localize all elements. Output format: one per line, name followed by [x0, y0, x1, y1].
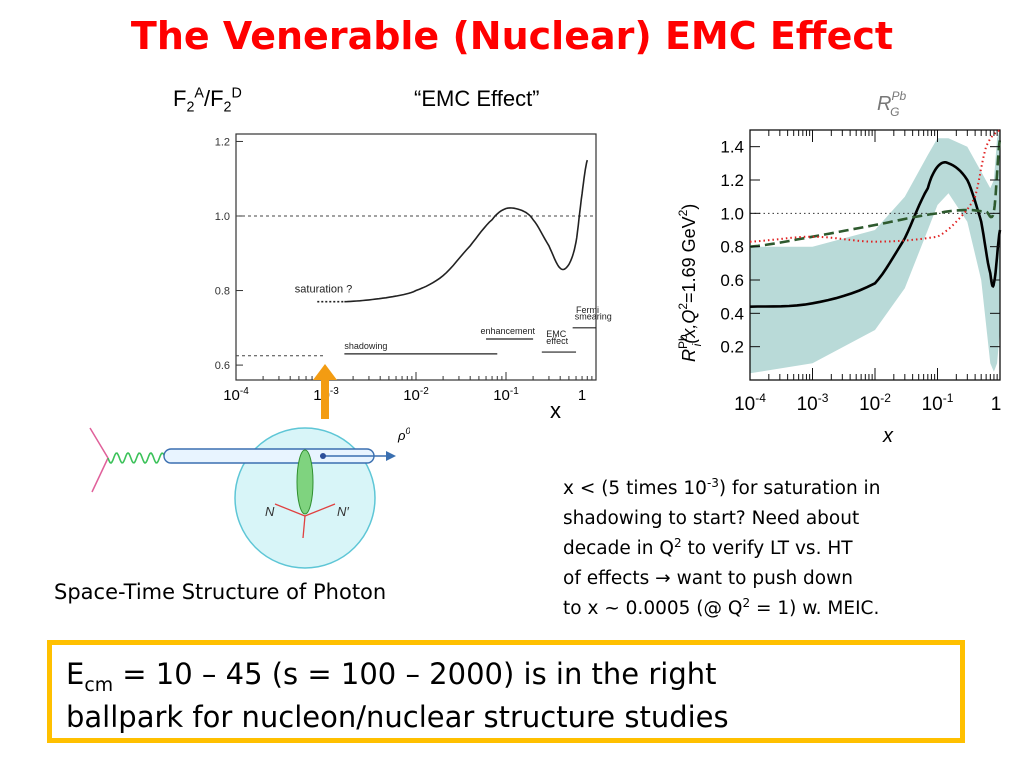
emc-effect-label: “EMC Effect”	[414, 86, 540, 111]
ratio-label: F2A/F2D	[173, 85, 242, 116]
photon-structure-diagram: ρ0 N N′	[89, 426, 410, 569]
photon-caption: Space-Time Structure of Photon	[54, 580, 387, 604]
orange-arrow-icon	[313, 364, 337, 419]
fermi-label-2: smearing	[575, 312, 612, 322]
series-dotted-red	[749, 129, 1001, 243]
uncertainty-band	[750, 130, 1000, 374]
emc-label-2: effect	[546, 336, 568, 346]
slide-title: The Venerable (Nuclear) EMC Effect	[130, 14, 894, 58]
left-y-tick-label: 1.2	[215, 136, 230, 148]
right-y-tick-label: 0.2	[720, 338, 744, 357]
emc-label-1: EMC	[546, 329, 567, 339]
nprime-label: N′	[337, 504, 349, 519]
nuclear-pdf-ratio-chart: 1.4 1.2 1.0 0.8 0.6 0.4 0.2 10-4 10-3 10-2 10-1 1 x R…	[676, 89, 1002, 447]
summary-box: Ecm = 10 – 45 (s = 100 – 2000) is in the…	[47, 640, 965, 743]
left-y-tick-label: 1.0	[215, 211, 230, 223]
enhancement-label: enhancement	[480, 326, 535, 336]
left-plot-frame	[235, 133, 597, 381]
right-y-tick-label: 0.8	[720, 238, 744, 257]
rg-pb-label: RPb G	[877, 89, 906, 119]
series-dashed-green	[749, 138, 1002, 248]
left-x-tick-label: 1	[578, 387, 586, 404]
right-arrow-icon: →	[655, 568, 671, 589]
right-x-tick-label: 1	[991, 394, 1002, 415]
series-solid-black	[749, 161, 1002, 308]
left-x-axis-label: x	[550, 398, 561, 423]
notes-text: x < (5 times 10-3) for saturation in sha…	[563, 475, 881, 619]
fermi-label-1: Fermi	[576, 305, 599, 315]
right-y-axis-label: RPbi(x,Q2=1.69 GeV2)	[676, 204, 704, 362]
shadowing-label: shadowing	[344, 341, 387, 351]
right-y-tick-label: 1.2	[720, 171, 744, 190]
emc-ratio-chart: 1.2 1.0 0.8 0.6 saturation ? shadowing enhance…	[215, 133, 612, 423]
left-y-tick-label: 0.8	[215, 286, 230, 298]
left-x-tick-label: 10-2	[403, 386, 429, 404]
left-x-tick-label: 10-1	[493, 386, 519, 404]
right-x-axis-label: x	[882, 425, 894, 447]
n-label: N	[265, 504, 275, 519]
left-x-tick-label: 10-4	[223, 386, 249, 404]
saturation-label: saturation ?	[295, 283, 352, 295]
right-x-tick-label: 10-2	[859, 391, 891, 415]
right-x-tick-label: 10-3	[797, 391, 829, 415]
right-y-tick-label: 1.0	[720, 204, 744, 223]
right-x-tick-label: 10-1	[922, 391, 954, 415]
emc-ratio-curve	[344, 159, 589, 303]
right-y-tick-label: 0.6	[720, 271, 744, 290]
right-y-tick-label: 0.4	[720, 304, 744, 323]
left-y-tick-label: 0.6	[215, 360, 230, 372]
rho-label: ρ0	[397, 426, 410, 443]
right-x-tick-label: 10-4	[734, 391, 766, 415]
right-y-tick-label: 1.4	[720, 138, 744, 157]
